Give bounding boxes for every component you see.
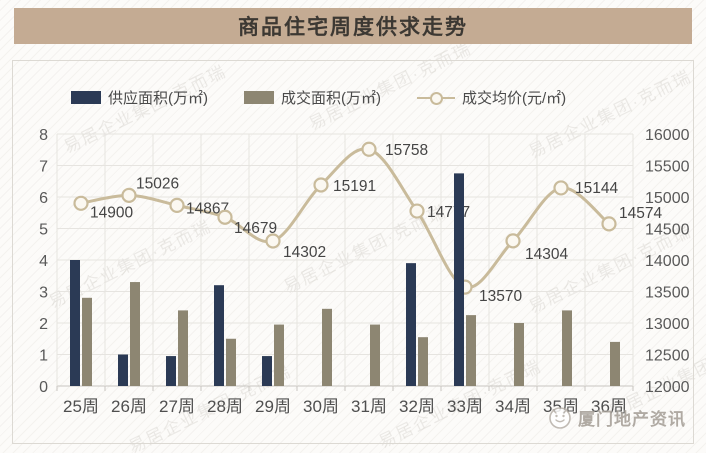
x-axis-category-label: 33周 (447, 397, 483, 416)
right-axis-tick-label: 16000 (645, 127, 690, 144)
left-axis-tick-label: 3 (39, 285, 48, 302)
right-axis-tick-label: 15000 (645, 190, 690, 207)
x-axis-category-label: 26周 (111, 397, 147, 416)
avg-price-marker (553, 180, 569, 196)
x-axis-category-label: 31周 (351, 397, 387, 416)
deal-area-bar (322, 308, 332, 386)
supply-demand-combo-chart: 0123456781200012500130001350014000145001… (39, 127, 690, 416)
avg-price-marker (73, 195, 89, 211)
deal-area-bar (514, 323, 524, 386)
left-axis-tick-label: 7 (39, 159, 48, 176)
avg-price-data-label: 13570 (479, 288, 522, 305)
left-axis-tick-label: 0 (39, 379, 48, 396)
chart-container: 供应面积(万㎡) 成交面积(万㎡) 成交均价(元/㎡) 0 1 2 3 4 5 6 7 8 120… (12, 60, 694, 444)
avg-price-data-label: 15144 (575, 180, 618, 197)
avg-price-data-label: 15758 (385, 142, 428, 159)
avg-price-data-label: 15191 (333, 178, 376, 195)
deal-area-bar (82, 297, 92, 386)
avg-price-marker (505, 233, 521, 249)
supply-area-bar (118, 354, 128, 386)
supply-area-bar (166, 356, 176, 386)
avg-price-data-label: 14302 (283, 244, 326, 261)
legend-label: 成交面积(万㎡) (281, 90, 381, 107)
avg-price-data-label: 14304 (525, 246, 568, 263)
deal-area-bar (466, 315, 476, 386)
supply-area-bar (214, 285, 224, 386)
avg-price-data-label: 14679 (234, 220, 277, 237)
deal-area-bar (226, 338, 236, 386)
legend-label: 成交均价(元/㎡) (462, 90, 567, 107)
deal-area-bar (130, 282, 140, 386)
chart-legend: 供应面积(万㎡) 成交面积(万㎡) 成交均价(元/㎡) (71, 87, 566, 108)
deal-area-bar (178, 310, 188, 386)
supply-area-bar (406, 263, 416, 386)
avg-price-data-label: 14900 (90, 204, 133, 221)
right-axis-tick-label: 15500 (645, 159, 690, 176)
x-axis-category-label: 32周 (399, 397, 435, 416)
avg-price-marker (217, 209, 233, 225)
deal-area-bar (274, 324, 284, 386)
avg-price-data-label: 15026 (136, 175, 179, 192)
left-axis-tick-label: 8 (39, 127, 48, 144)
avg-price-marker (601, 216, 617, 232)
right-axis-tick-label: 12500 (645, 348, 690, 365)
left-axis-tick-label: 6 (39, 190, 48, 207)
supply-area-bar (70, 260, 80, 386)
right-axis-tick-label: 13000 (645, 316, 690, 333)
deal-area-bar (610, 341, 620, 386)
deal-area-bar (562, 310, 572, 386)
x-axis-category-label: 27周 (159, 397, 195, 416)
x-axis-category-label: 36周 (591, 397, 627, 416)
left-axis-tick-label: 2 (39, 316, 48, 333)
right-axis-tick-label: 14000 (645, 253, 690, 270)
page-title: 商品住宅周度供求走势 (238, 16, 468, 39)
deal-bar-swatch-icon (244, 91, 274, 104)
avg-price-marker (313, 177, 329, 193)
left-axis-tick-label: 5 (39, 222, 48, 239)
deal-area-bar (370, 324, 380, 386)
brand-logo-icon (549, 407, 571, 429)
brand-watermark: 厦门地产资讯 (547, 404, 686, 430)
x-axis-category-label: 30周 (303, 397, 339, 416)
avg-price-marker (121, 187, 137, 203)
legend-item-deal-area: 成交面积(万㎡) (244, 87, 381, 108)
legend-item-avg-price: 成交均价(元/㎡) (417, 87, 566, 108)
right-axis-tick-label: 13500 (645, 285, 690, 302)
avg-price-data-label: 14867 (186, 200, 229, 217)
supply-area-bar (454, 173, 464, 386)
chart-title-bar: 商品住宅周度供求走势 (14, 8, 692, 44)
x-axis-category-label: 25周 (63, 397, 99, 416)
supply-area-bar (262, 356, 272, 386)
deal-area-bar (418, 337, 428, 386)
avg-price-marker (361, 141, 377, 157)
left-axis-tick-label: 4 (39, 253, 48, 270)
avg-price-data-label: 14574 (619, 205, 662, 222)
avg-price-marker (265, 233, 281, 249)
brand-label: 厦门地产资讯 (578, 409, 686, 429)
x-axis-category-label: 34周 (495, 397, 531, 416)
avg-price-marker (409, 203, 425, 219)
right-axis-tick-label: 14500 (645, 222, 690, 239)
avg-price-marker (169, 197, 185, 213)
right-axis-tick-label: 12000 (645, 379, 690, 396)
legend-item-supply-area: 供应面积(万㎡) (71, 87, 208, 108)
x-axis-category-label: 28周 (207, 397, 243, 416)
left-axis-tick-label: 1 (39, 348, 48, 365)
price-line-swatch-icon (417, 91, 455, 105)
supply-bar-swatch-icon (71, 91, 101, 104)
x-axis-category-label: 29周 (255, 397, 291, 416)
legend-label: 供应面积(万㎡) (108, 90, 208, 107)
